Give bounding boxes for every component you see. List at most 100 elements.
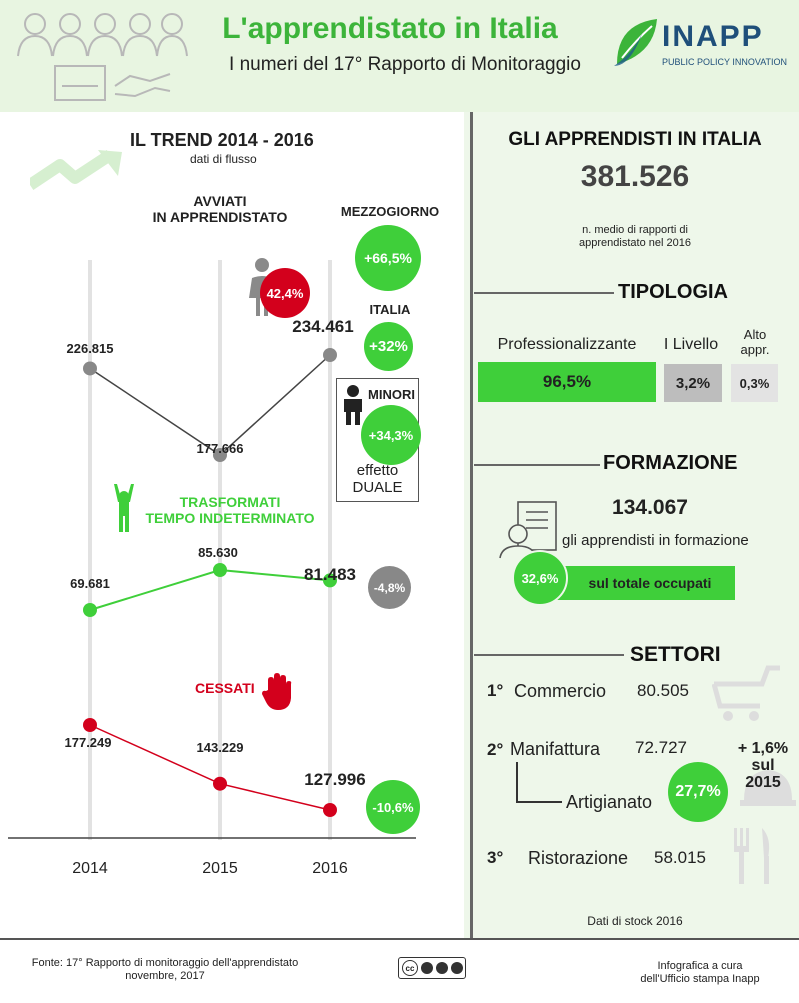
cc-mark-icon: cc [402, 960, 418, 976]
helmet-icon [740, 770, 796, 806]
trasformati-point-2014 [83, 603, 97, 617]
avviati-label-line2: IN APPRENDISTATO [152, 209, 288, 225]
sa-icon [451, 962, 463, 974]
artigianato-pct-badge: 27,7% [668, 762, 728, 822]
avviati-point-2015 [213, 448, 227, 462]
italia-badge: +32% [364, 322, 413, 371]
footer-credit-line1: Infografica a cura [657, 960, 743, 972]
settori-name-3: Ristorazione [528, 848, 629, 868]
trend-title: IL TREND 2014 - 2016 [130, 130, 314, 150]
stock-note: Dati di stock 2016 [587, 914, 683, 928]
settori-rank-3: 3° [487, 848, 504, 867]
formazione-rule [474, 464, 600, 466]
trasformati-2015-value: 85.630 [198, 545, 238, 560]
settori-title: SETTORI [630, 643, 721, 666]
apprendisti-note: n. medio di rapporti di apprendistato ne… [475, 224, 795, 250]
formazione-bar: sul totale occupati [545, 566, 735, 600]
formazione-title: FORMAZIONE [603, 452, 738, 474]
avviati-2016-value: 234.461 [292, 317, 354, 336]
trasformati-change-badge: -4,8% [368, 566, 411, 609]
cc-license-icon[interactable]: cc [398, 957, 466, 979]
settori-value-1: 80.505 [637, 681, 689, 700]
trasformati-label-line2: TEMPO INDETERMINATO [145, 510, 315, 526]
cessati-2015-value: 143.229 [196, 740, 244, 755]
tipologia-title: TIPOLOGIA [618, 281, 728, 303]
logo-tagline: PUBLIC POLICY INNOVATION [662, 57, 788, 67]
cessati-point-2015 [213, 776, 227, 791]
artigianato-connector-v [516, 762, 518, 802]
effetto-duale-note: effetto DUALE [336, 462, 419, 496]
apprendisti-note-line2: apprendistato nel 2016 [579, 237, 691, 249]
trasformati-2016-value: 81.483 [304, 565, 356, 584]
settori-value-3: 58.015 [654, 848, 706, 867]
manifattura-change-line3: 2015 [745, 774, 781, 791]
settori-rank-1: 1° [487, 681, 504, 700]
cessati-point-2014 [83, 718, 97, 732]
child-icon [344, 385, 362, 425]
formazione-value: 134.067 [612, 496, 688, 519]
year-2015-label: 2015 [202, 860, 238, 877]
avviati-2015-value: 177.666 [196, 441, 244, 456]
avviati-point-2016 [323, 348, 337, 362]
avviati-line [89, 354, 331, 456]
manifattura-change: + 1,6% sul 2015 [728, 740, 798, 791]
mezzogiorno-badge: +66,5% [355, 225, 421, 291]
tipologia-livello-label: I Livello [663, 336, 719, 353]
logo-text: INAPP [662, 20, 764, 53]
artigianato-label: Artigianato [566, 792, 653, 812]
trasformati-point-2015 [213, 563, 227, 577]
apprendisti-note-line1: n. medio di rapporti di [582, 224, 688, 236]
avviati-point-2014 [83, 361, 97, 376]
tipologia-prof-bar: 96,5% [478, 362, 656, 402]
footer-credit-line2: dell'Ufficio stampa Inapp [640, 973, 760, 985]
italia-label: ITALIA [369, 302, 411, 317]
tipologia-alto-label-line2: appr. [740, 342, 770, 357]
tipologia-alto-label: Alto appr. [730, 327, 780, 357]
formazione-pct-badge: 32,6% [512, 550, 568, 606]
cessati-label: CESSATI [195, 680, 255, 696]
formazione-desc: gli apprendisti in formazione [562, 532, 749, 549]
manifattura-change-line1: + 1,6% [737, 740, 789, 757]
trend-arrow-icon [30, 150, 122, 190]
header [0, 0, 799, 112]
tipologia-livello-bar: 3,2% [664, 364, 722, 402]
mezzogiorno-label: MEZZOGIORNO [340, 204, 440, 219]
avviati-label-line1: AVVIATI [193, 193, 247, 209]
page-subtitle: I numeri del 17° Rapporto di Monitoraggi… [229, 54, 581, 75]
page-title: L'apprendistato in Italia [222, 12, 558, 45]
year-2014-label: 2014 [72, 860, 108, 877]
footer-credit: Infografica a cura dell'Ufficio stampa I… [610, 960, 790, 986]
cessati-2014-value: 177.249 [64, 735, 112, 750]
settori-name-2: Manifattura [510, 739, 601, 759]
avviati-2014-value: 226.815 [66, 341, 114, 356]
tipologia-rule [474, 292, 614, 294]
cessati-change-badge: -10,6% [366, 780, 420, 834]
settori-value-2: 72.727 [635, 738, 687, 757]
raised-arms-icon [114, 484, 134, 532]
minori-label: MINORI [368, 387, 415, 402]
trend-chart [8, 260, 416, 840]
apprendisti-title: GLI APPRENDISTI IN ITALIA [508, 129, 762, 150]
footer-source-line1: Fonte: 17° Rapporto di monitoraggio dell… [31, 957, 299, 969]
avviati-label: AVVIATI IN APPRENDISTATO [140, 193, 300, 225]
cessati-2016-value: 127.996 [304, 770, 366, 789]
minori-badge: +34,3% [361, 405, 421, 465]
tipologia-alto-label-line1: Alto [743, 327, 767, 342]
leaf-logo-icon [614, 19, 657, 66]
tipologia-prof-label: Professionalizzante [497, 336, 637, 353]
female-pct-badge: 42,4% [260, 268, 310, 318]
manifattura-change-line2: sul [751, 757, 775, 774]
minori-note-line2: DUALE [352, 479, 403, 496]
trasformati-label: TRASFORMATI TEMPO INDETERMINATO [135, 494, 325, 526]
artigianato-connector-h [516, 801, 562, 803]
trasformati-point-2016 [323, 573, 337, 588]
by-icon [421, 962, 433, 974]
settori-rule [474, 654, 624, 656]
footer-source: Fonte: 17° Rapporto di monitoraggio dell… [10, 957, 320, 983]
cutlery-icon [734, 828, 770, 884]
apprendisti-total: 381.526 [580, 160, 690, 193]
cessati-point-2016 [323, 803, 337, 817]
tipologia-alto-bar: 0,3% [731, 364, 778, 402]
trend-subtitle: dati di flusso [190, 152, 257, 166]
settori-rank-2: 2° [487, 740, 504, 759]
